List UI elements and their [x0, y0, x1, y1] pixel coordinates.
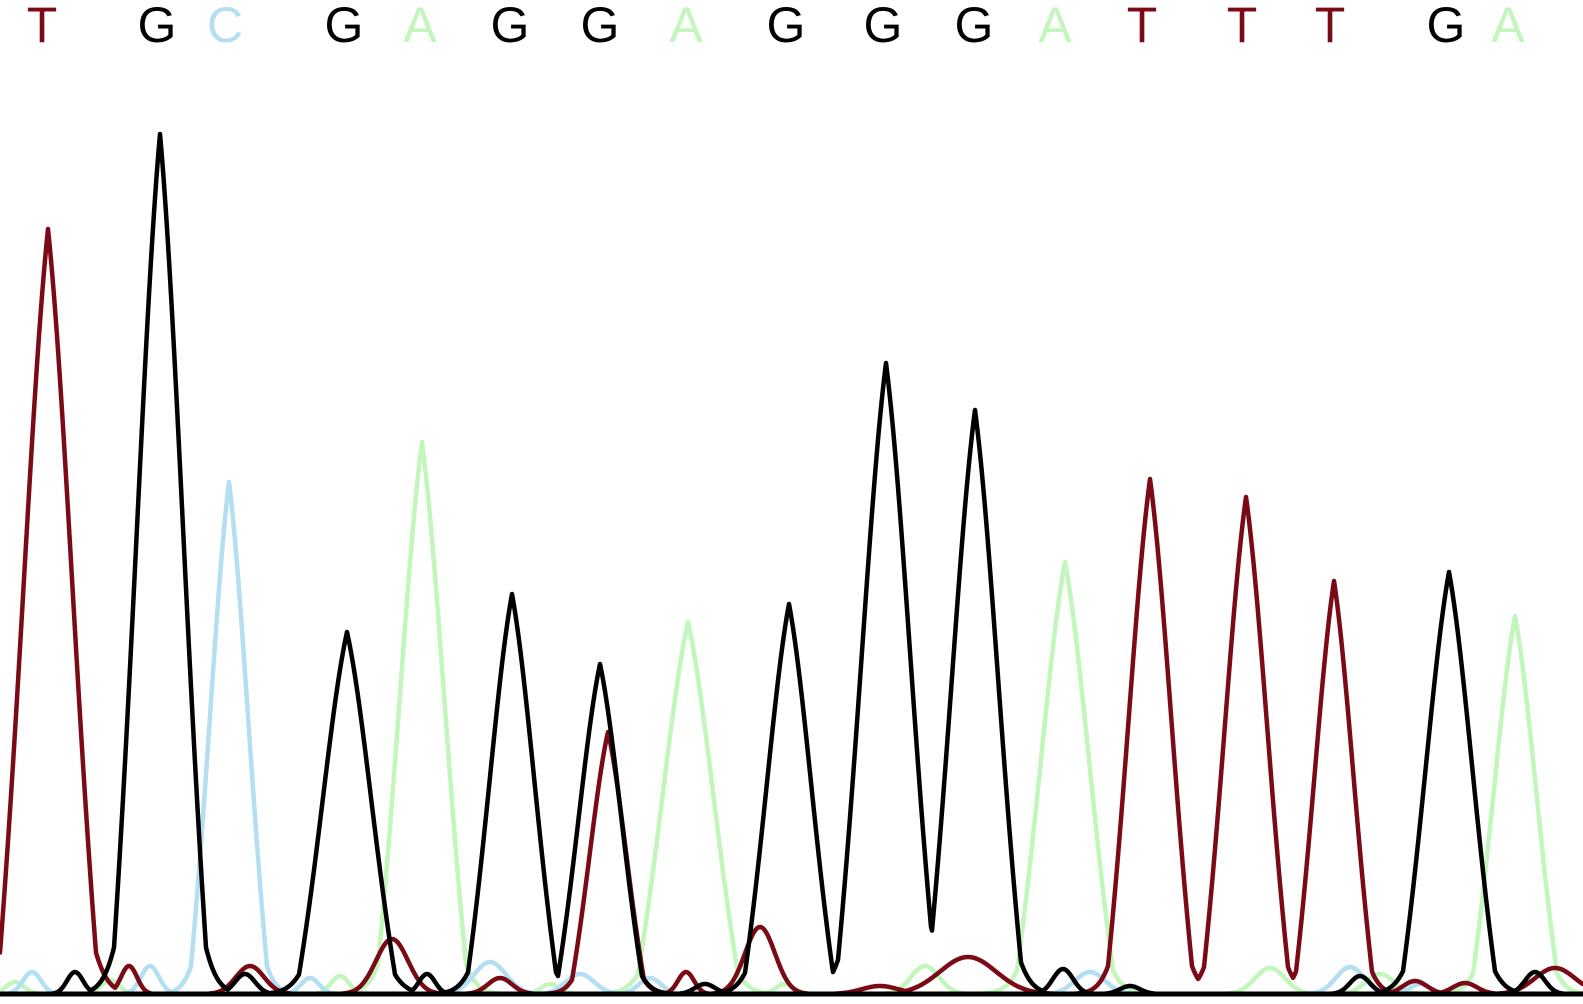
base-call-4: A: [403, 0, 437, 53]
base-call-11: A: [1038, 0, 1072, 53]
base-call-3: G: [325, 0, 364, 53]
base-call-2: C: [207, 0, 243, 53]
trace-C: [0, 479, 1583, 997]
trace-layer: [0, 131, 1583, 997]
base-call-16: A: [1491, 0, 1525, 53]
trace-A: [0, 439, 1583, 997]
base-call-12: T: [1127, 0, 1158, 53]
base-call-14: T: [1315, 0, 1346, 53]
base-call-15: G: [1427, 0, 1466, 53]
trace-T: [0, 226, 1583, 997]
base-call-8: G: [767, 0, 806, 53]
base-call-0: T: [27, 0, 58, 53]
base-call-5: G: [491, 0, 530, 53]
base-call-1: G: [138, 0, 177, 53]
base-call-7: A: [669, 0, 703, 53]
base-call-10: G: [955, 0, 994, 53]
base-call-9: G: [864, 0, 903, 53]
base-call-6: G: [581, 0, 620, 53]
base-call-13: T: [1227, 0, 1258, 53]
